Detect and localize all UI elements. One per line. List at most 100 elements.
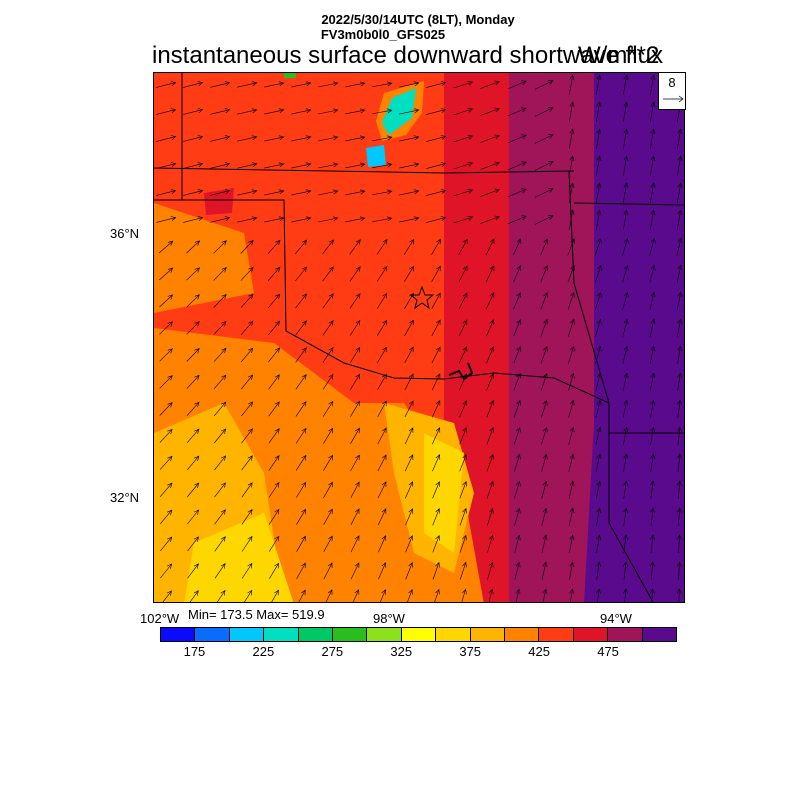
arrow-icon xyxy=(623,534,628,553)
arrow-icon xyxy=(295,374,307,390)
arrow-icon xyxy=(291,81,312,88)
min-max-stats: Min= 173.5 Max= 519.9 xyxy=(188,607,325,622)
arrow-icon xyxy=(677,182,683,203)
arrow-icon xyxy=(514,534,521,553)
arrow-icon xyxy=(322,373,334,390)
field-orange-west xyxy=(154,203,254,313)
arrow-icon xyxy=(487,534,494,553)
arrow-icon xyxy=(296,481,307,498)
arrow-icon xyxy=(480,161,501,170)
arrow-icon xyxy=(622,399,629,418)
arrow-icon xyxy=(186,374,200,389)
arrow-icon xyxy=(513,319,521,337)
arrow-icon xyxy=(541,507,548,526)
arrow-icon xyxy=(426,135,447,142)
arrow-icon xyxy=(650,534,655,554)
arrow-icon xyxy=(187,563,199,579)
arrow-icon xyxy=(349,346,361,363)
arrow-icon xyxy=(216,589,226,602)
arrow-icon xyxy=(404,454,414,472)
arrow-icon xyxy=(676,561,682,581)
arrow-icon xyxy=(322,347,334,363)
arrow-icon xyxy=(187,509,200,525)
arrow-icon xyxy=(377,319,388,336)
arrow-icon xyxy=(399,108,420,115)
arrow-icon xyxy=(345,189,366,196)
arrow-icon xyxy=(323,481,333,498)
units-label: W/m**2 xyxy=(578,42,660,69)
arrow-icon xyxy=(187,536,199,552)
arrow-icon xyxy=(431,373,441,391)
field-title: instantaneous surface downward shortwave… xyxy=(152,42,663,69)
map-canvas xyxy=(154,73,684,602)
arrow-icon xyxy=(569,74,575,95)
arrow-icon xyxy=(241,374,254,390)
arrow-icon xyxy=(568,507,575,526)
arrow-icon xyxy=(372,81,393,88)
arrow-icon xyxy=(650,128,656,149)
arrow-icon xyxy=(291,189,312,196)
arrow-icon xyxy=(350,400,360,417)
arrow-icon xyxy=(623,209,629,230)
arrow-icon xyxy=(458,319,468,337)
arrow-icon xyxy=(295,320,307,336)
arrow-icon xyxy=(650,101,656,122)
arrow-icon xyxy=(241,562,253,579)
arrow-icon xyxy=(534,80,554,90)
arrow-icon xyxy=(377,454,387,472)
arrow-icon xyxy=(432,481,440,499)
arrow-icon xyxy=(596,74,602,95)
arrow-icon xyxy=(596,182,602,203)
colorbar-segment xyxy=(161,628,196,641)
arrow-icon xyxy=(676,291,683,310)
arrow-icon xyxy=(486,373,494,391)
arrow-icon xyxy=(458,238,468,256)
arrow-icon xyxy=(377,346,387,363)
arrow-icon xyxy=(453,162,474,170)
arrow-icon xyxy=(594,264,602,283)
colorbar-segment xyxy=(195,628,230,641)
arrow-icon xyxy=(213,240,227,254)
arrow-icon xyxy=(569,155,575,176)
cloud-core-teal xyxy=(382,88,416,135)
arrow-icon xyxy=(183,135,204,142)
arrow-icon xyxy=(241,482,253,498)
arrow-icon xyxy=(534,161,554,171)
arrow-icon xyxy=(240,266,254,281)
arrow-icon xyxy=(318,189,339,196)
arrow-icon xyxy=(156,162,177,169)
colorbar-segment xyxy=(401,628,437,641)
arrow-icon xyxy=(569,128,575,149)
arrow-icon xyxy=(378,535,387,553)
arrow-icon xyxy=(459,507,467,526)
arrow-icon xyxy=(323,454,333,471)
valid-time-title: 2022/5/30/14UTC (8LT), Monday xyxy=(321,12,515,27)
colorbar-segment xyxy=(436,628,471,641)
arrow-icon xyxy=(649,345,656,364)
arrow-icon xyxy=(267,266,281,281)
arrow-icon xyxy=(237,135,258,142)
arrow-icon xyxy=(376,238,388,255)
arrow-icon xyxy=(426,216,447,223)
arrow-icon xyxy=(534,134,554,144)
arrow-icon xyxy=(649,237,656,256)
arrow-icon xyxy=(485,265,495,283)
arrow-icon xyxy=(623,588,628,602)
colorbar-tick-label: 275 xyxy=(321,644,344,659)
arrow-icon xyxy=(210,189,231,196)
arrow-icon xyxy=(372,135,393,142)
arrow-icon xyxy=(349,293,361,309)
colorbar-segment xyxy=(298,628,334,641)
arrow-icon xyxy=(596,101,602,122)
colorbar-segment xyxy=(608,628,643,641)
colorbar-segment xyxy=(539,628,574,641)
arrow-icon xyxy=(183,216,204,223)
arrow-icon xyxy=(296,508,306,525)
arrow-icon xyxy=(568,426,575,445)
arrow-icon xyxy=(677,453,682,472)
arrow-icon xyxy=(376,292,388,309)
arrow-icon xyxy=(159,240,174,254)
arrow-icon xyxy=(372,216,393,223)
arrow-icon xyxy=(567,264,575,283)
arrow-icon xyxy=(677,318,683,337)
